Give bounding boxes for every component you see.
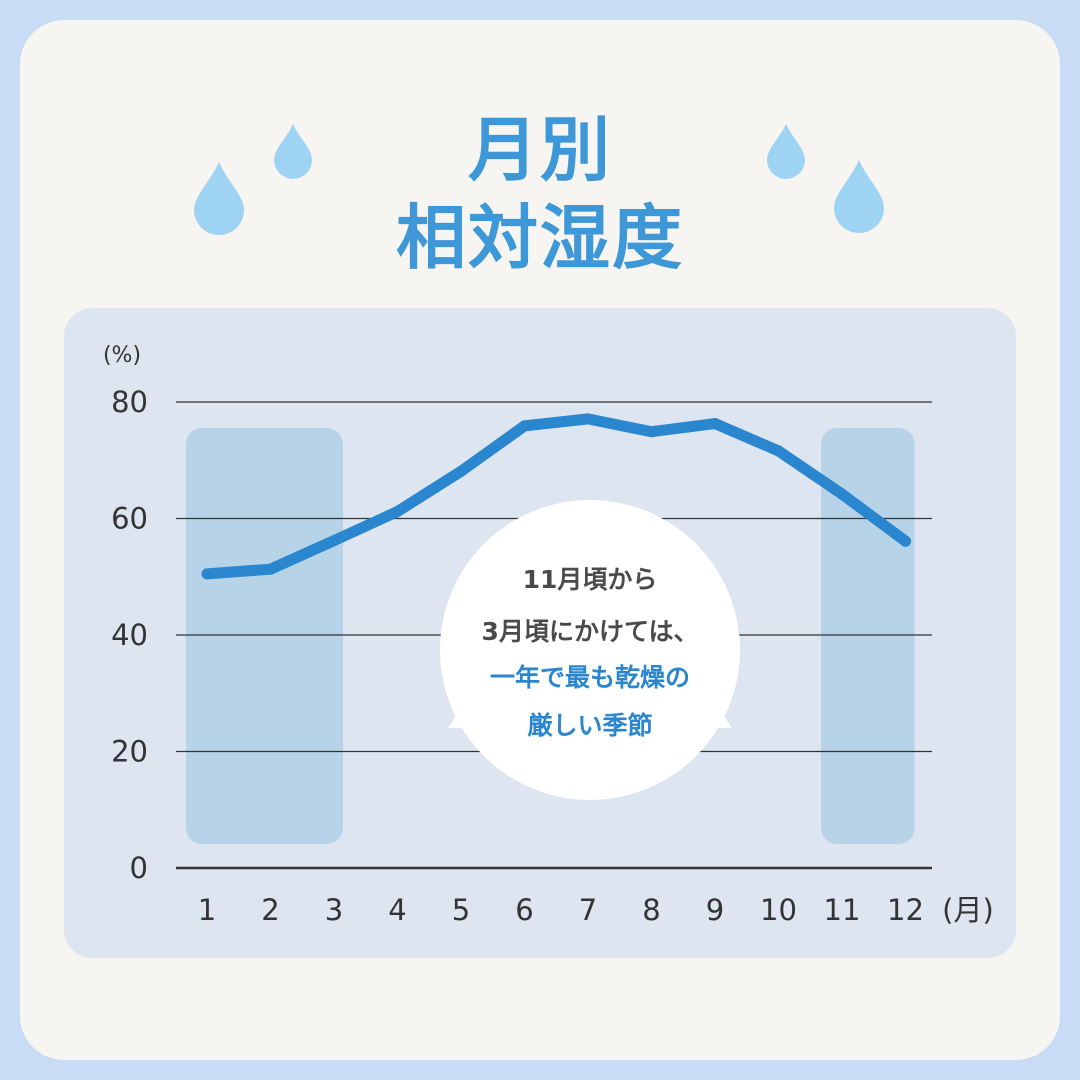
x-tick-label: 6 <box>515 893 533 927</box>
data-point <box>773 445 784 457</box>
x-tick-label: 1 <box>198 893 216 927</box>
data-point <box>709 418 721 430</box>
chart-title-line2: 相対湿度 <box>396 197 684 279</box>
data-point <box>836 488 848 500</box>
water-drop-icon <box>274 124 312 179</box>
x-tick-label: 4 <box>388 893 406 927</box>
data-point <box>646 426 657 438</box>
x-tick-label: 10 <box>760 893 797 927</box>
data-point <box>519 420 530 432</box>
humidity-series-line <box>201 413 911 580</box>
y-axis-unit: (%) <box>103 343 141 368</box>
y-tick-label: 40 <box>111 618 148 652</box>
data-point <box>582 413 594 425</box>
x-tick-label: 2 <box>261 893 279 927</box>
y-tick-label: 60 <box>111 502 148 536</box>
callout-line3: 一年で最も乾燥の <box>489 663 690 692</box>
data-point <box>201 568 213 580</box>
y-tick-label: 0 <box>130 851 148 885</box>
callout-line1: 11月頃から <box>522 565 658 594</box>
water-drop-icon <box>834 160 884 233</box>
dry-season-band <box>186 428 343 844</box>
data-point <box>455 465 467 477</box>
x-tick-label: 12 <box>887 893 924 927</box>
x-tick-label: 7 <box>579 893 597 927</box>
x-tick-label: 3 <box>325 893 343 927</box>
data-point <box>392 506 403 518</box>
callout-line2: 3月頃にかけては、 <box>481 617 699 646</box>
y-tick-label: 80 <box>111 385 148 419</box>
chart-title-line1: 月別 <box>468 109 612 191</box>
water-drop-icon <box>194 162 244 235</box>
x-tick-label: 9 <box>706 893 724 927</box>
callout-bubble <box>440 500 740 800</box>
data-point <box>900 535 911 547</box>
x-tick-label: 5 <box>452 893 470 927</box>
x-tick-label: 8 <box>642 893 660 927</box>
y-tick-label: 20 <box>111 735 148 769</box>
x-tick-label: 11 <box>824 893 861 927</box>
x-axis-unit: (月) <box>942 893 994 927</box>
water-drop-icon <box>767 124 805 179</box>
data-point <box>328 535 340 547</box>
callout-line4: 厳しい季節 <box>527 711 653 740</box>
data-point <box>265 563 276 575</box>
